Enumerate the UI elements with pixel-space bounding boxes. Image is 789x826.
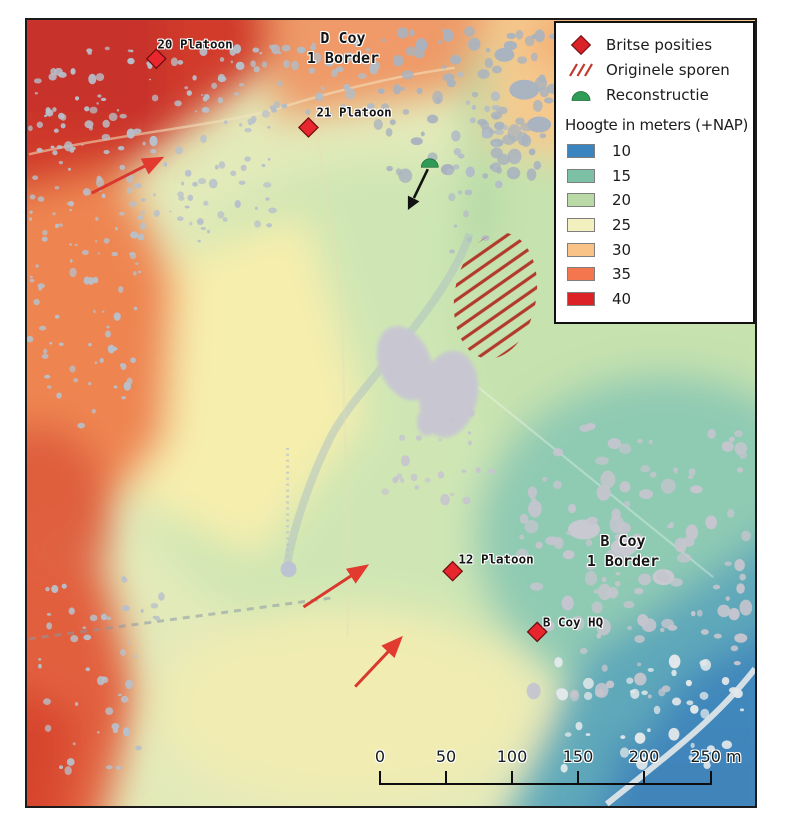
- scale-label-0: 0: [374, 747, 386, 766]
- scale-label-200: 200: [628, 747, 660, 766]
- legend-class-row: 10: [565, 139, 747, 164]
- label-20-platoon: 20 Platoon: [157, 36, 233, 52]
- scale-tick: [379, 771, 381, 785]
- scale-tick: [511, 771, 513, 785]
- annotation-layer: [90, 48, 548, 688]
- red-attack-arrow-3: [354, 635, 403, 688]
- legend-class-row: 40: [565, 287, 747, 312]
- scale-baseline: [379, 783, 712, 785]
- marker-20-platoon: [145, 48, 167, 70]
- marker-b-coy-hq: [526, 621, 548, 643]
- scale-tick: [445, 771, 447, 785]
- scale-label-150: 150: [562, 747, 594, 766]
- scale-tick: [643, 771, 645, 785]
- red-hatch-icon: [565, 61, 597, 79]
- elevation-value: 40: [612, 289, 632, 308]
- scale-tick: [577, 771, 579, 785]
- legend-item-original-tracks: Originele sporen: [565, 57, 747, 82]
- legend-item-reconstruction: Reconstructie: [565, 82, 747, 107]
- elevation-swatch: [567, 144, 595, 159]
- elevation-swatch: [567, 291, 595, 306]
- label-d-coy-line2: 1 Border: [306, 49, 380, 67]
- marker-12-platoon: [442, 560, 464, 582]
- terrain-speckles: [27, 26, 753, 776]
- legend-item-british-positions: Britse posities: [565, 32, 747, 57]
- elevation-value: 20: [612, 191, 632, 210]
- legend-class-row: 20: [565, 188, 747, 213]
- legend-class-row: 15: [565, 164, 747, 189]
- label-21-platoon: 21 Platoon: [316, 104, 392, 120]
- label-b-coy-hq: B Coy HQ: [542, 614, 604, 630]
- legend-class-row: 35: [565, 262, 747, 287]
- red-attack-arrow-2: [302, 564, 370, 609]
- elevation-swatch: [567, 168, 595, 183]
- scale-bar: 0 50 100 150 200 250 m: [375, 747, 742, 787]
- scale-tick: [710, 771, 712, 785]
- label-d-coy-line1: D Coy: [320, 29, 366, 47]
- label-d-coy-unit: D Coy 1 Border: [307, 28, 379, 68]
- label-12-platoon: 12 Platoon: [458, 551, 534, 567]
- elevation-value: 10: [612, 142, 632, 161]
- red-attack-arrow-1: [90, 156, 165, 195]
- elevation-value: 35: [612, 265, 632, 284]
- elevation-swatch: [567, 193, 595, 208]
- elevation-value: 30: [612, 240, 632, 259]
- original-tracks-hatch-area: [453, 232, 538, 359]
- elevation-swatch: [567, 267, 595, 282]
- scale-label-250m: 250 m: [690, 747, 742, 766]
- marker-reconstruction-dome: [420, 158, 439, 168]
- scale-label-100: 100: [496, 747, 528, 766]
- legend-class-row: 25: [565, 213, 747, 238]
- legend-item-label: Britse posities: [606, 35, 713, 54]
- label-b-coy-line2: 1 Border: [586, 552, 660, 570]
- legend-item-label: Originele sporen: [606, 60, 730, 79]
- legend-elevation-title: Hoogte in meters (+NAP): [565, 116, 749, 134]
- elevation-value: 15: [612, 166, 632, 185]
- black-reconstruction-arrow: [407, 168, 429, 211]
- legend-item-label: Reconstructie: [606, 85, 709, 104]
- elevation-swatch: [567, 218, 595, 233]
- terrain-gray-pond: [376, 325, 479, 438]
- marker-21-platoon: [297, 116, 319, 138]
- elevation-value: 25: [612, 216, 632, 235]
- label-b-coy-unit: B Coy 1 Border: [587, 531, 659, 571]
- legend-class-row: 30: [565, 237, 747, 262]
- green-dome-icon: [565, 88, 597, 102]
- scale-label-50: 50: [435, 747, 457, 766]
- elevation-map: 20 Platoon 21 Platoon 12 Platoon B Coy H…: [25, 18, 757, 808]
- map-legend: Britse posities Originele sporen Reconst…: [554, 21, 755, 324]
- red-diamond-icon: [565, 34, 597, 56]
- elevation-swatch: [567, 242, 595, 257]
- label-b-coy-line1: B Coy: [600, 532, 646, 550]
